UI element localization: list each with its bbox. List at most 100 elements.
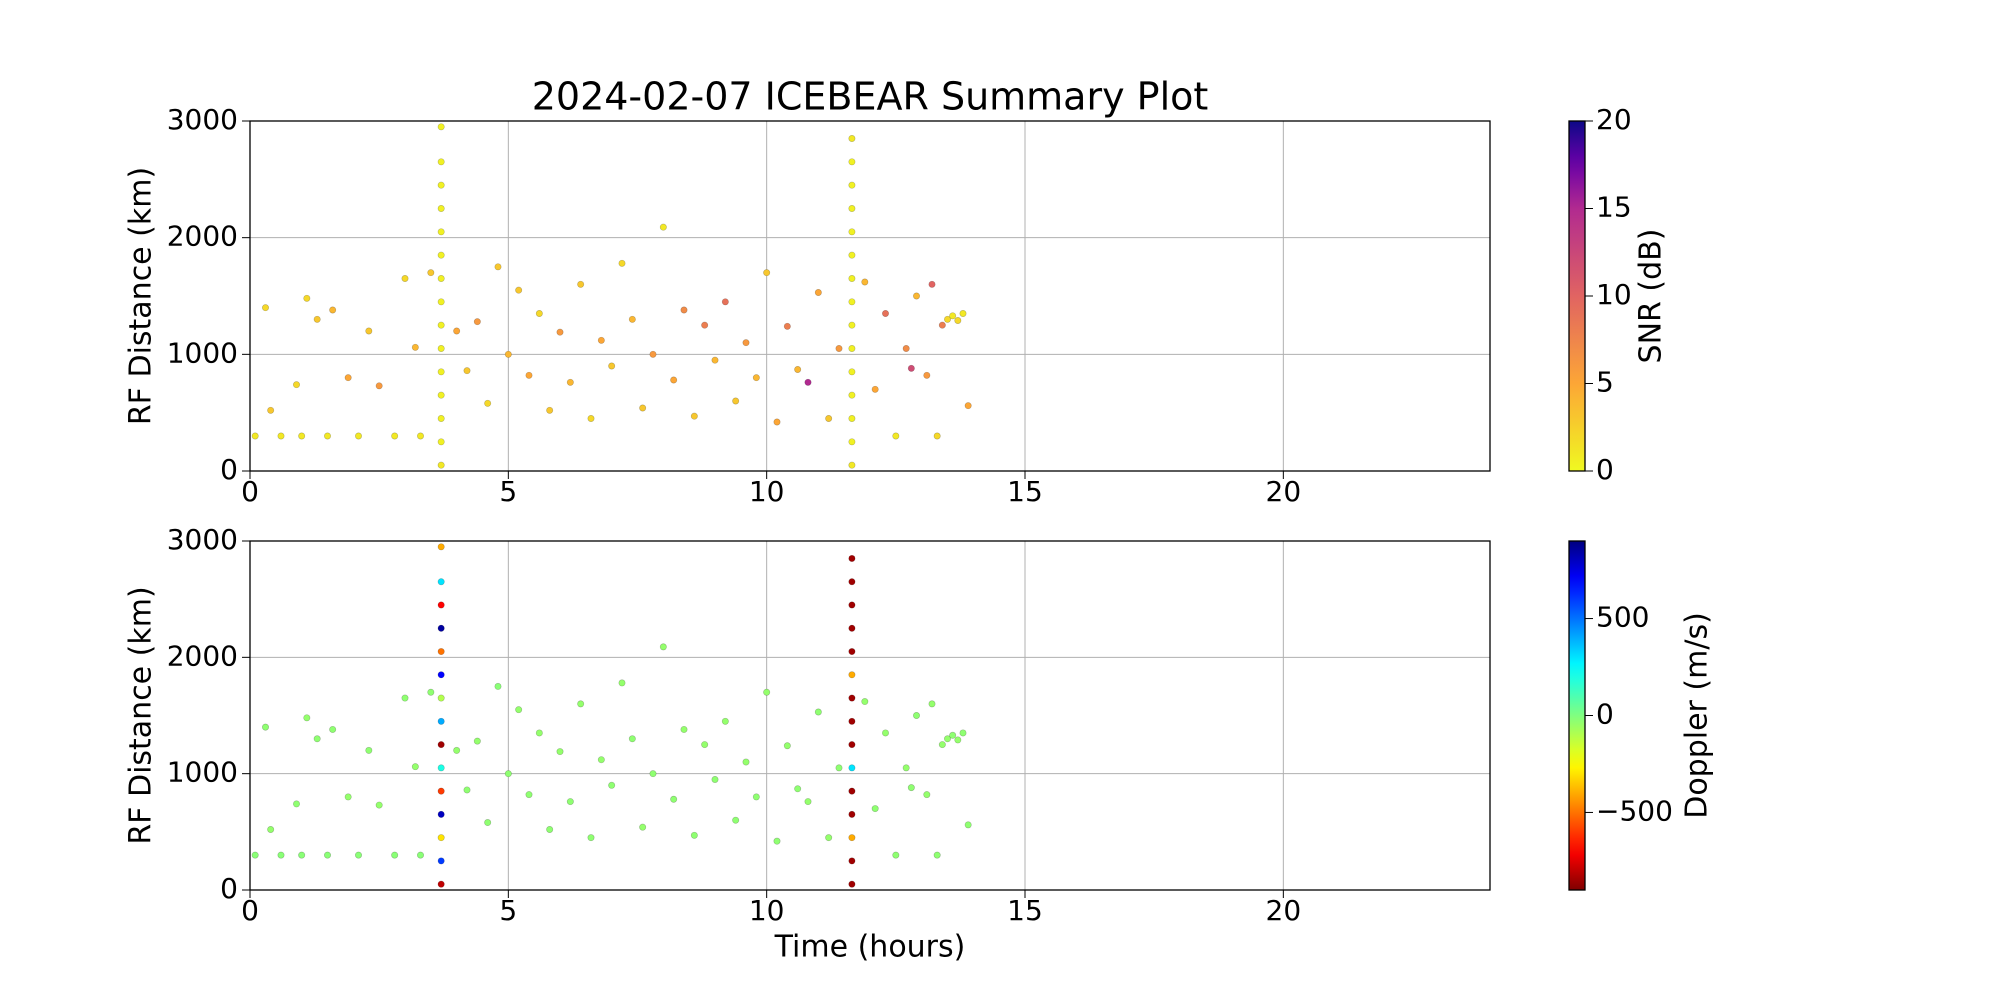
point [835, 344, 843, 352]
point [344, 374, 352, 382]
point [721, 298, 729, 306]
point [401, 274, 409, 282]
point [670, 795, 678, 803]
point [267, 406, 275, 414]
point [659, 223, 667, 231]
point [437, 787, 445, 795]
x-tick-label: 20 [1266, 894, 1302, 927]
point [618, 259, 626, 267]
point [949, 731, 957, 739]
panel: 0 5 10 15 20 0 1000 2000 3000 Time (hours) RF Dist… [124, 523, 1715, 965]
point [416, 432, 424, 440]
panel: 0 5 10 15 20 0 1000 2000 3000 2024-02-07 ICEBEAR … [124, 75, 1669, 509]
point [881, 309, 889, 317]
point [597, 336, 605, 344]
point [964, 821, 972, 829]
point [515, 286, 523, 294]
point [848, 834, 856, 842]
point [763, 688, 771, 696]
point [587, 834, 595, 842]
point [484, 399, 492, 407]
point [711, 775, 719, 783]
point [277, 432, 285, 440]
y-tick-label: 2000 [167, 639, 238, 672]
point [680, 306, 688, 314]
point [752, 793, 760, 801]
colorbar [1569, 121, 1585, 471]
colorbar-tick-label: −500 [1596, 794, 1673, 827]
point [938, 321, 946, 329]
point [649, 350, 657, 358]
point [902, 344, 910, 352]
point [848, 764, 856, 772]
x-tick-label: 15 [1007, 475, 1043, 508]
point [463, 367, 471, 375]
point [690, 412, 698, 420]
point [437, 181, 445, 189]
y-tick-label: 3000 [167, 103, 238, 136]
point [954, 316, 962, 324]
point [848, 648, 856, 656]
colorbar-label: SNR (dB) [1634, 229, 1669, 364]
point [298, 432, 306, 440]
point [313, 315, 321, 323]
point [292, 800, 300, 808]
point [313, 735, 321, 743]
point [437, 344, 445, 352]
point [277, 851, 285, 859]
point [892, 432, 900, 440]
point [933, 851, 941, 859]
point [437, 578, 445, 586]
point [848, 135, 856, 143]
x-axis-label: Time (hours) [774, 930, 966, 965]
point [954, 736, 962, 744]
point [473, 737, 481, 745]
point [794, 365, 802, 373]
point [463, 786, 471, 794]
colorbar-tick-label: 15 [1596, 191, 1632, 224]
point [298, 851, 306, 859]
point [763, 269, 771, 277]
point [437, 857, 445, 865]
point [504, 350, 512, 358]
point [902, 764, 910, 772]
point [783, 742, 791, 750]
point [639, 404, 647, 412]
point [701, 741, 709, 749]
chart-title: 2024-02-07 ICEBEAR Summary Plot [532, 75, 1209, 119]
point [861, 698, 869, 706]
point [608, 362, 616, 370]
point [848, 321, 856, 329]
point [437, 228, 445, 236]
point [597, 756, 605, 764]
colorbar [1569, 541, 1585, 890]
point [427, 688, 435, 696]
x-tick-label: 0 [241, 475, 259, 508]
point [437, 834, 445, 842]
x-tick-label: 5 [499, 894, 517, 927]
point [848, 880, 856, 888]
point [721, 717, 729, 725]
point [943, 315, 951, 323]
point [907, 364, 915, 372]
point [835, 764, 843, 772]
point [814, 288, 822, 296]
point [804, 378, 812, 386]
point [437, 274, 445, 282]
point [437, 298, 445, 306]
point [494, 263, 502, 271]
point [628, 735, 636, 743]
point [494, 682, 502, 690]
point [437, 764, 445, 772]
point [437, 810, 445, 818]
point [923, 371, 931, 379]
point [933, 432, 941, 440]
point [375, 382, 383, 390]
point [825, 414, 833, 422]
point [959, 309, 967, 317]
point [267, 826, 275, 834]
point [546, 406, 554, 414]
point [848, 414, 856, 422]
point [556, 328, 564, 336]
